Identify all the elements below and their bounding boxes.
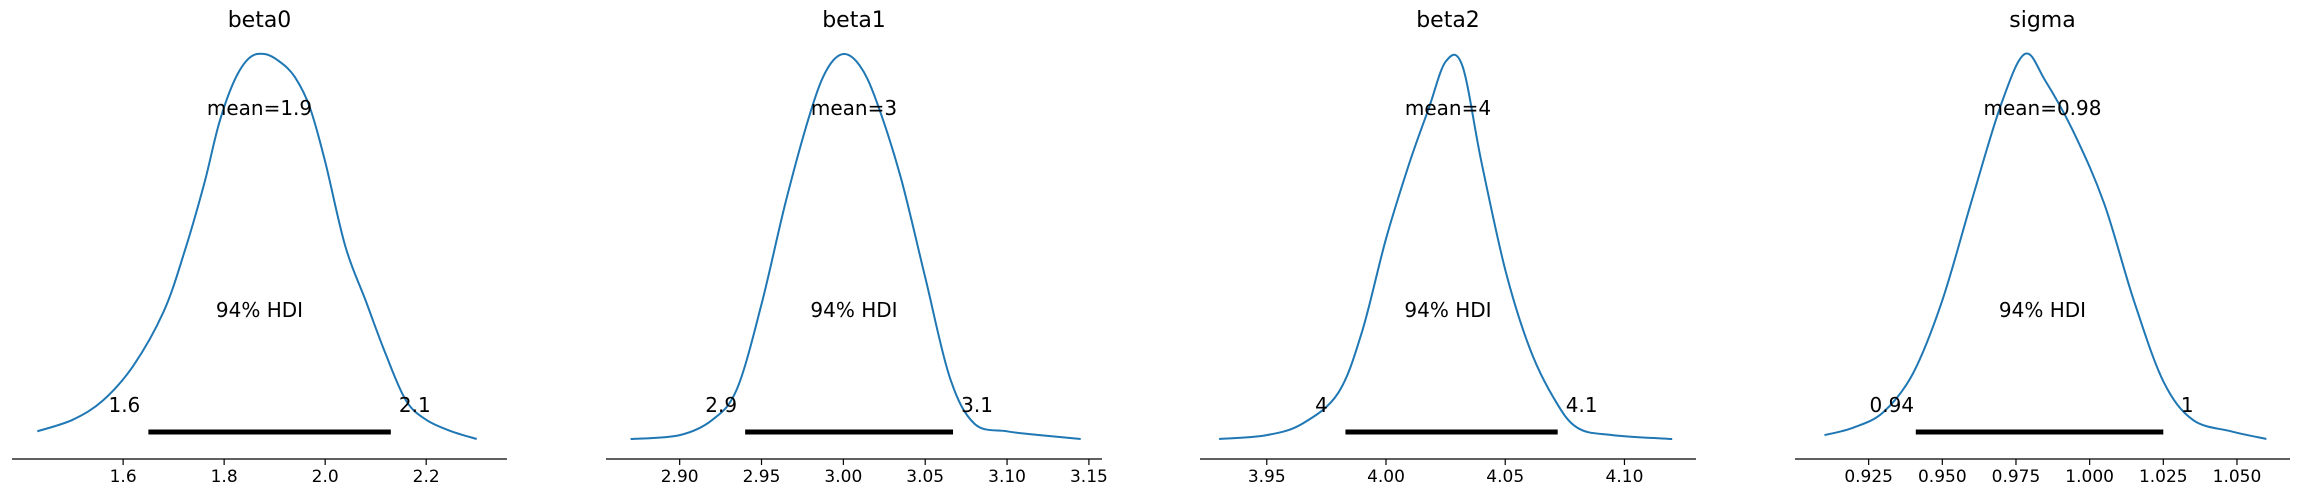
x-tick-label: 1.8 [211, 467, 238, 487]
hdi-high-label: 2.1 [399, 393, 431, 417]
kde-curve [36, 52, 477, 440]
x-tick-label: 3.00 [824, 467, 862, 487]
hdi-label: 94% HDI [1999, 298, 2086, 322]
hdi-low-label: 0.94 [1870, 393, 1915, 417]
hdi-high-label: 4.1 [1566, 393, 1598, 417]
x-tick-label: 0.975 [1992, 467, 2041, 487]
x-tick-label: 3.05 [906, 467, 944, 487]
panel-title: beta1 [822, 8, 886, 33]
x-tick-label: 4.00 [1367, 467, 1405, 487]
mean-label: mean=0.98 [1983, 96, 2101, 120]
x-tick-label: 3.95 [1248, 467, 1286, 487]
x-tick-label: 1.025 [2139, 467, 2188, 487]
hdi-label: 94% HDI [216, 298, 303, 322]
hdi-high-label: 1 [2181, 393, 2194, 417]
x-tick-label: 1.6 [110, 467, 137, 487]
panel-title: beta0 [228, 8, 292, 33]
x-tick-label: 4.05 [1486, 467, 1524, 487]
mean-label: mean=3 [811, 96, 897, 120]
mean-label: mean=4 [1405, 96, 1491, 120]
x-tick-label: 3.15 [1070, 467, 1108, 487]
panel-title: beta2 [1416, 8, 1480, 33]
hdi-low-label: 2.9 [705, 393, 737, 417]
kde-curve [630, 52, 1081, 440]
mean-label: mean=1.9 [207, 96, 312, 120]
x-tick-label: 4.10 [1606, 467, 1644, 487]
panel-title: sigma [2009, 8, 2075, 33]
x-tick-label: 0.950 [1918, 467, 1967, 487]
hdi-low-label: 4 [1315, 393, 1328, 417]
x-tick-label: 2.95 [743, 467, 781, 487]
hdi-low-label: 1.6 [108, 393, 140, 417]
x-tick-label: 3.10 [988, 467, 1026, 487]
x-tick-label: 1.050 [2213, 467, 2262, 487]
kde-curve [1824, 52, 2267, 440]
x-tick-label: 2.90 [661, 467, 699, 487]
hdi-label: 94% HDI [1404, 298, 1491, 322]
x-tick-label: 1.000 [2065, 467, 2114, 487]
x-tick-label: 0.925 [1844, 467, 1893, 487]
hdi-label: 94% HDI [810, 298, 897, 322]
kde-curve [1219, 53, 1673, 440]
x-tick-label: 2.2 [413, 467, 440, 487]
x-tick-label: 2.0 [312, 467, 339, 487]
hdi-high-label: 3.1 [961, 393, 993, 417]
